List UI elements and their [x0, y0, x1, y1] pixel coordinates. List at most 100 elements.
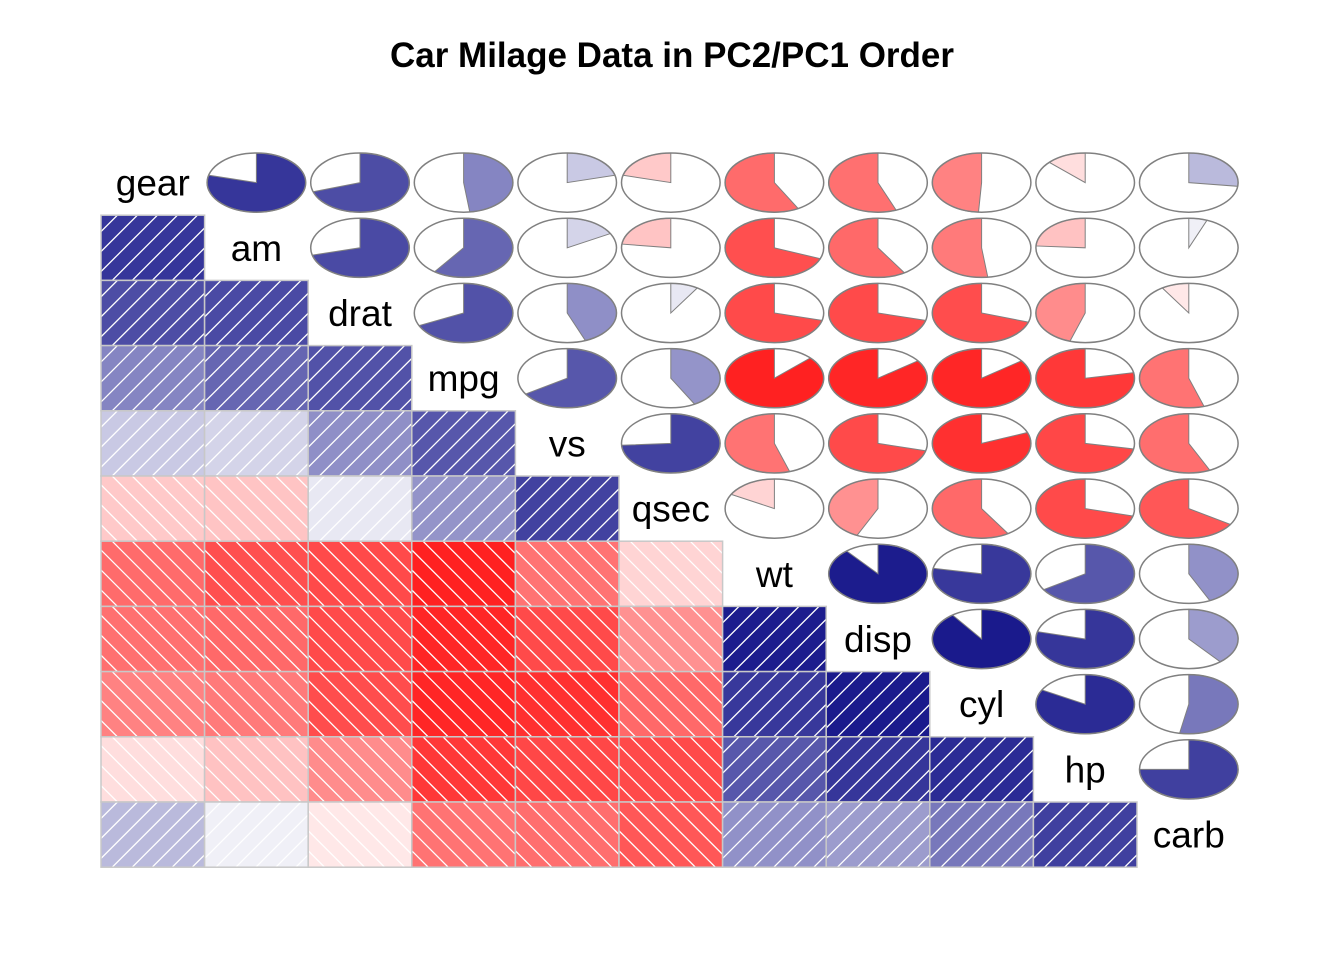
pie-cell-am-carb — [1138, 217, 1239, 279]
variable-label-vs: vs — [549, 423, 586, 464]
pie-cell-am-cyl — [931, 217, 1032, 279]
pie-cell-disp-hp — [1035, 608, 1136, 670]
shade-cell-disp-wt — [721, 605, 827, 673]
shade-cell-wt-mpg — [411, 540, 517, 608]
shade-cell-hp-am — [203, 736, 309, 803]
pie-cell-drat-carb — [1138, 282, 1239, 344]
shade-cell-vs-mpg — [411, 410, 517, 477]
pie-cell-vs-cyl — [931, 413, 1032, 474]
shade-cell-qsec-am — [203, 475, 309, 542]
shade-cell-hp-cyl — [929, 736, 1035, 803]
shade-cell-cyl-vs — [514, 670, 620, 738]
shade-cell-wt-qsec — [618, 540, 724, 608]
shade-cell-carb-am — [203, 801, 309, 868]
pie-cell-wt-hp — [1035, 543, 1136, 605]
pie-cell-mpg-vs — [517, 347, 618, 409]
shade-cell-mpg-drat — [307, 344, 413, 412]
shade-cell-qsec-gear — [100, 475, 206, 542]
pie-cell-drat-disp — [827, 282, 929, 344]
variable-label-drat: drat — [328, 293, 392, 334]
pie-cell-cyl-carb — [1138, 673, 1239, 735]
pie-cell-vs-disp — [827, 413, 929, 474]
pie-cell-drat-vs — [517, 282, 618, 344]
pie-cell-qsec-hp — [1035, 478, 1136, 539]
pie-cell-qsec-wt — [724, 478, 825, 539]
pie-cell-gear-hp — [1035, 152, 1136, 213]
pie-cell-vs-hp — [1035, 413, 1136, 474]
variable-label-cyl: cyl — [959, 684, 1004, 725]
shade-cell-cyl-am — [203, 670, 309, 738]
shade-cell-carb-gear — [100, 801, 206, 868]
shade-cell-hp-drat — [307, 736, 413, 803]
shade-cell-disp-gear — [100, 605, 206, 673]
shade-cell-carb-qsec — [618, 801, 724, 868]
pie-cell-mpg-hp — [1035, 347, 1136, 409]
pie-cell-am-disp — [827, 217, 929, 279]
pie-cell-hp-carb — [1138, 739, 1239, 800]
shade-cell-carb-wt — [721, 801, 827, 868]
pie-cell-am-mpg — [413, 217, 514, 279]
chart-title: Car Milage Data in PC2/PC1 Order — [389, 36, 955, 75]
pie-cell-disp-carb — [1138, 608, 1239, 670]
shade-cell-carb-vs — [514, 801, 620, 868]
pie-cell-am-drat — [309, 217, 411, 279]
pie-cell-drat-cyl — [931, 282, 1032, 344]
pie-cell-gear-qsec — [620, 152, 721, 213]
pie-cell-am-hp — [1035, 217, 1136, 279]
shade-cell-carb-cyl — [929, 801, 1035, 868]
pie-cell-am-vs — [517, 217, 618, 279]
pie-cell-wt-disp — [827, 543, 929, 605]
shade-cell-qsec-vs — [514, 475, 620, 542]
shade-cell-disp-am — [203, 605, 309, 673]
shade-cell-disp-qsec — [618, 605, 724, 673]
pie-cell-disp-cyl — [931, 608, 1032, 670]
shade-cell-carb-mpg — [411, 801, 517, 868]
shade-cell-carb-hp — [1032, 801, 1138, 868]
shade-cell-hp-mpg — [411, 736, 517, 803]
pie-cell-am-qsec — [620, 217, 721, 279]
pie-cell-drat-qsec — [620, 282, 721, 344]
pie-cell-mpg-wt — [724, 347, 825, 409]
shade-cell-qsec-mpg — [411, 475, 517, 542]
pie-cell-drat-mpg — [413, 282, 514, 344]
shade-cell-cyl-qsec — [618, 670, 724, 738]
pie-cell-am-wt — [724, 217, 825, 279]
pie-cell-qsec-carb — [1138, 478, 1239, 539]
pie-cell-gear-vs — [517, 152, 618, 213]
pie-cell-vs-carb — [1138, 413, 1239, 474]
pie-cell-cyl-hp — [1035, 673, 1136, 735]
shade-cell-hp-wt — [721, 736, 827, 803]
pie-cell-mpg-disp — [827, 347, 929, 409]
variable-label-wt: wt — [755, 554, 794, 595]
shade-cell-vs-drat — [307, 410, 413, 477]
shade-cell-cyl-drat — [307, 670, 413, 738]
pie-cell-gear-drat — [309, 152, 411, 213]
shade-cell-hp-qsec — [618, 736, 724, 803]
shade-cell-vs-gear — [100, 410, 206, 477]
pie-cell-drat-wt — [724, 282, 825, 344]
pie-cell-mpg-qsec — [620, 347, 721, 409]
pie-cell-qsec-cyl — [931, 478, 1032, 539]
shade-cell-wt-gear — [100, 540, 206, 608]
variable-label-gear: gear — [116, 163, 190, 204]
variable-label-disp: disp — [844, 619, 912, 660]
shade-cell-drat-am — [203, 279, 309, 347]
pie-cell-drat-hp — [1035, 282, 1136, 344]
pie-cell-vs-qsec — [620, 413, 721, 474]
pie-cell-gear-wt — [724, 152, 825, 213]
shade-cell-wt-drat — [307, 540, 413, 608]
pie-cell-wt-cyl — [931, 543, 1032, 605]
shade-cell-disp-vs — [514, 605, 620, 673]
variable-label-am: am — [231, 228, 282, 269]
variable-label-qsec: qsec — [632, 489, 710, 530]
pie-cell-gear-mpg — [413, 152, 514, 213]
variable-label-mpg: mpg — [428, 358, 500, 399]
pie-cell-gear-am — [206, 152, 307, 213]
shade-cell-cyl-wt — [721, 670, 827, 738]
pie-cell-wt-carb — [1138, 543, 1239, 605]
pie-cell-mpg-carb — [1138, 347, 1239, 409]
shade-cell-wt-am — [203, 540, 309, 608]
shade-cell-carb-drat — [307, 801, 413, 868]
variable-label-carb: carb — [1153, 815, 1225, 856]
